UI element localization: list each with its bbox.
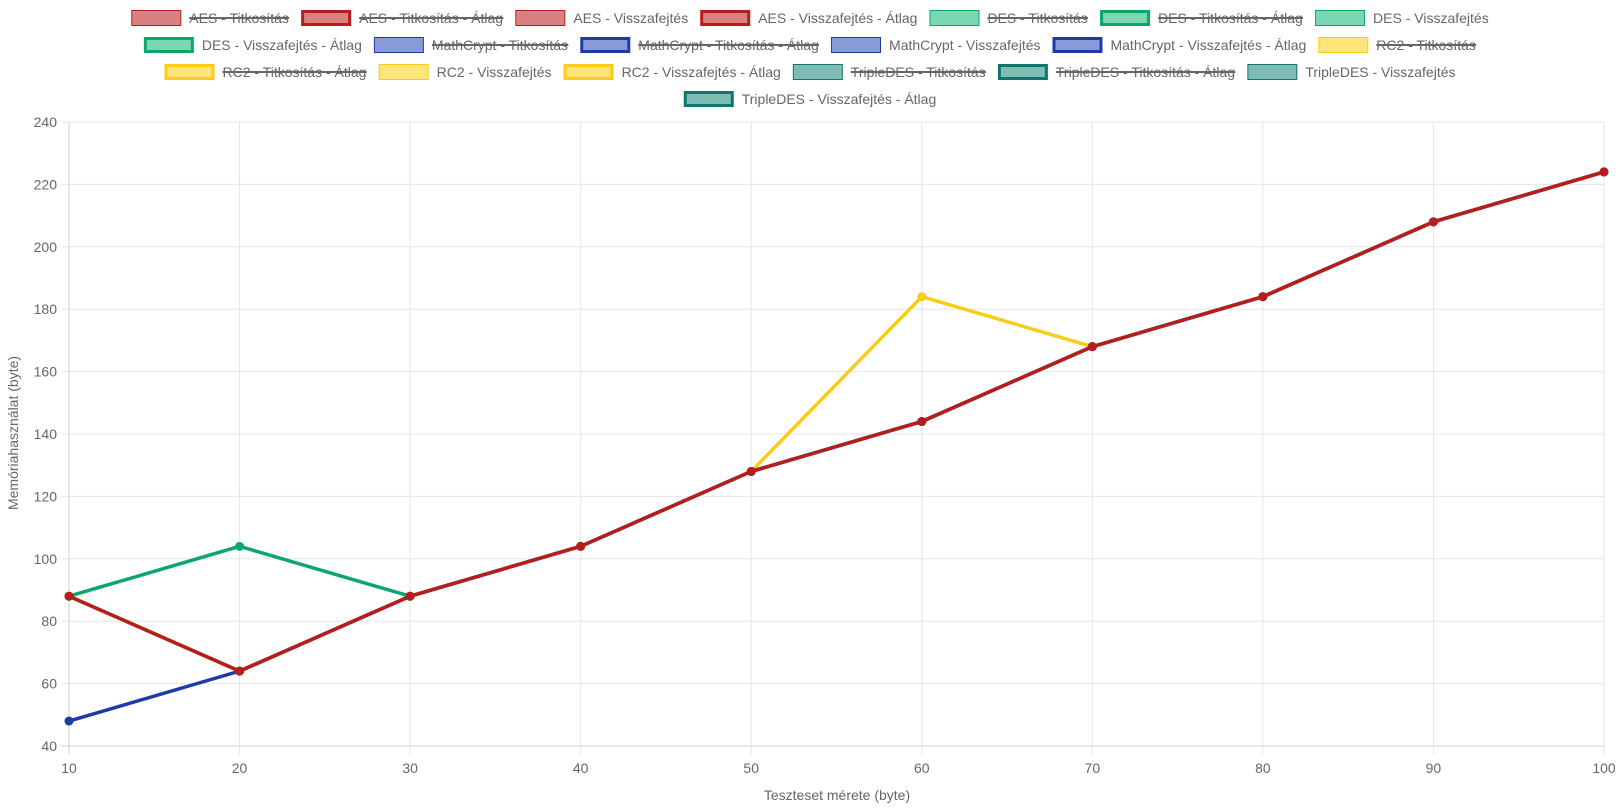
legend-label: TripleDES - Visszafejtés - Átlag xyxy=(742,91,937,107)
legend-swatch xyxy=(683,91,734,107)
legend-item-des-titkos-t-s-tlag[interactable]: DES - Titkosítás - Átlag xyxy=(1100,10,1304,26)
data-point xyxy=(576,541,586,551)
legend-swatch xyxy=(1052,37,1103,53)
legend-item-tripledes-titkos-t-s-tlag[interactable]: TripleDES - Titkosítás - Átlag xyxy=(997,64,1236,80)
legend-label: DES - Visszafejtés - Átlag xyxy=(202,37,362,53)
y-tick-label: 40 xyxy=(41,738,57,754)
series-tripledes-visszafejt-s-tlag xyxy=(64,167,1609,676)
legend-label: MathCrypt - Visszafejtés xyxy=(889,37,1040,53)
legend-swatch xyxy=(1247,64,1298,80)
legend-item-tripledes-titkos-t-s[interactable]: TripleDES - Titkosítás xyxy=(792,64,986,80)
legend-item-rc2-titkos-t-s-tlag[interactable]: RC2 - Titkosítás - Átlag xyxy=(164,64,367,80)
x-tick-label: 10 xyxy=(61,760,77,776)
data-point xyxy=(64,716,74,726)
legend-item-tripledes-visszafejt-s-tlag[interactable]: TripleDES - Visszafejtés - Átlag xyxy=(683,91,937,107)
x-tick-label: 100 xyxy=(1592,760,1616,776)
legend-label: RC2 - Visszafejtés - Átlag xyxy=(622,64,781,80)
data-point xyxy=(1258,292,1268,302)
legend-label: DES - Visszafejtés xyxy=(1373,10,1489,26)
data-point xyxy=(1428,217,1438,227)
y-tick-label: 220 xyxy=(34,176,58,192)
y-tick-label: 60 xyxy=(41,676,57,692)
data-point xyxy=(917,292,927,302)
y-tick-label: 140 xyxy=(34,426,58,442)
legend-item-mathcrypt-titkos-t-s[interactable]: MathCrypt - Titkosítás xyxy=(373,37,569,53)
data-point xyxy=(405,591,415,601)
y-tick-label: 200 xyxy=(34,239,58,255)
data-point xyxy=(64,591,74,601)
y-tick-label: 180 xyxy=(34,301,58,317)
legend-label: AES - Visszafejtés xyxy=(573,10,688,26)
y-tick-label: 100 xyxy=(34,551,58,567)
legend-swatch xyxy=(792,64,843,80)
legend-swatch xyxy=(301,10,352,26)
legend-item-des-visszafejt-s[interactable]: DES - Visszafejtés xyxy=(1315,10,1489,26)
legend-swatch xyxy=(580,37,631,53)
legend-item-aes-titkos-t-s-tlag[interactable]: AES - Titkosítás - Átlag xyxy=(301,10,504,26)
y-tick-label: 120 xyxy=(34,488,58,504)
legend-item-rc2-visszafejt-s-tlag[interactable]: RC2 - Visszafejtés - Átlag xyxy=(563,64,781,80)
grid xyxy=(61,121,1605,754)
legend-item-mathcrypt-titkos-t-s-tlag[interactable]: MathCrypt - Titkosítás - Átlag xyxy=(580,37,820,53)
legend-swatch xyxy=(997,64,1048,80)
x-tick-label: 60 xyxy=(914,760,930,776)
y-tick-label: 240 xyxy=(34,114,58,130)
series-line xyxy=(67,170,1606,673)
legend-item-aes-visszafejt-s[interactable]: AES - Visszafejtés xyxy=(515,10,688,26)
legend-swatch xyxy=(563,64,614,80)
legend-label: AES - Visszafejtés - Átlag xyxy=(758,10,917,26)
legend-item-mathcrypt-visszafejt-s[interactable]: MathCrypt - Visszafejtés xyxy=(831,37,1041,53)
legend-swatch xyxy=(143,37,194,53)
legend-swatch xyxy=(373,37,424,53)
legend-swatch xyxy=(1315,10,1366,26)
x-tick-label: 40 xyxy=(573,760,589,776)
data-point xyxy=(235,666,245,676)
data-point xyxy=(1087,342,1097,352)
legend-label: TripleDES - Visszafejtés xyxy=(1305,64,1455,80)
y-tick-label: 80 xyxy=(41,613,57,629)
legend-item-rc2-visszafejt-s[interactable]: RC2 - Visszafejtés xyxy=(378,64,552,80)
series-rc2-visszafejt-s-tlag xyxy=(64,167,1609,676)
series-lines xyxy=(64,167,1609,726)
series-aes-visszafejt-s-tlag xyxy=(64,167,1609,676)
x-axis-title: Teszteset mérete (byte) xyxy=(764,787,910,803)
legend-swatch xyxy=(831,37,882,53)
legend-item-des-titkos-t-s[interactable]: DES - Titkosítás xyxy=(929,10,1089,26)
legend-swatch xyxy=(515,10,566,26)
data-point xyxy=(746,466,756,476)
x-tick-label: 20 xyxy=(232,760,248,776)
legend-swatch xyxy=(1318,37,1369,53)
legend-swatch xyxy=(929,10,980,26)
x-tick-label: 70 xyxy=(1085,760,1101,776)
x-tick-label: 30 xyxy=(402,760,418,776)
data-point xyxy=(917,417,927,427)
legend-item-rc2-titkos-t-s[interactable]: RC2 - Titkosítás xyxy=(1318,37,1477,53)
legend-swatch xyxy=(1100,10,1151,26)
legend-item-aes-titkos-t-s[interactable]: AES - Titkosítás xyxy=(131,10,290,26)
legend-swatch xyxy=(700,10,751,26)
legend-swatch xyxy=(164,64,215,80)
y-tick-label: 160 xyxy=(34,364,58,380)
y-axis-title: Memóriahasználat (byte) xyxy=(5,356,21,510)
legend-swatch xyxy=(131,10,182,26)
legend-item-aes-visszafejt-s-tlag[interactable]: AES - Visszafejtés - Átlag xyxy=(700,10,918,26)
legend-item-mathcrypt-visszafejt-s-tlag[interactable]: MathCrypt - Visszafejtés - Átlag xyxy=(1052,37,1306,53)
data-point xyxy=(235,541,245,551)
legend[interactable]: AES - Titkosítás AES - Titkosítás - Átlag… xyxy=(131,10,1489,107)
legend-label: MathCrypt - Visszafejtés - Átlag xyxy=(1110,37,1306,53)
x-tick-label: 90 xyxy=(1426,760,1442,776)
legend-item-des-visszafejt-s-tlag[interactable]: DES - Visszafejtés - Átlag xyxy=(143,37,362,53)
legend-label: RC2 - Visszafejtés xyxy=(437,64,552,80)
legend-swatch xyxy=(378,64,429,80)
x-tick-label: 50 xyxy=(743,760,759,776)
x-tick-label: 80 xyxy=(1255,760,1271,776)
data-point xyxy=(1599,167,1609,177)
legend-item-tripledes-visszafejt-s[interactable]: TripleDES - Visszafejtés xyxy=(1247,64,1456,80)
axes: 40 60 80 100 120 140 160 180 200 220 240 10 20 30 40 50… xyxy=(34,114,1616,776)
